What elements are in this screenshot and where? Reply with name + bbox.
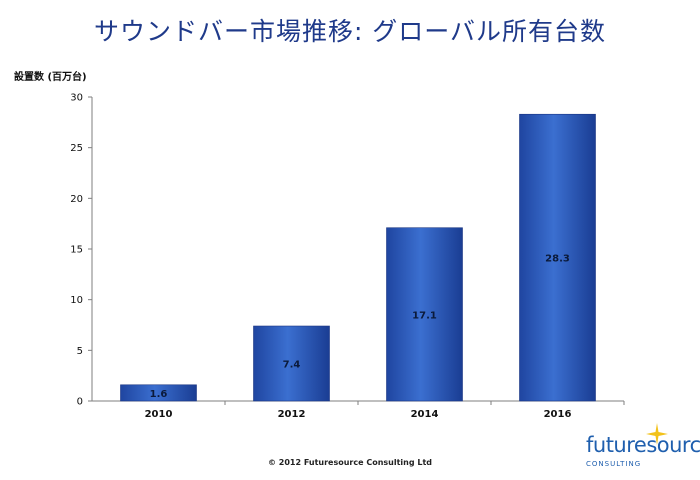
x-tick-label: 2012	[278, 409, 306, 420]
bar-2010	[120, 384, 197, 402]
y-tick-label: 20	[70, 194, 83, 205]
bar-2014	[386, 227, 463, 402]
bar-value-label: 1.6	[150, 389, 168, 400]
bar-value-label: 7.4	[283, 360, 301, 371]
x-tick-label: 2010	[145, 409, 173, 420]
bar-value-label: 17.1	[412, 310, 437, 321]
y-tick-label: 10	[70, 295, 83, 306]
y-tick-label: 5	[77, 346, 83, 357]
chart-title: サウンドバー市場推移: グローバル所有台数	[93, 17, 607, 46]
futuresource-logo: futuresource CONSULTING	[586, 423, 700, 473]
logo-wordmark: futuresource	[586, 433, 700, 457]
x-tick-label: 2014	[411, 409, 439, 420]
y-tick-label: 25	[70, 143, 83, 154]
bar-2016	[519, 113, 596, 402]
y-tick-label: 15	[70, 245, 83, 256]
y-tick-label: 30	[70, 93, 83, 104]
y-axis-label: 設置数 (百万台)	[14, 72, 87, 83]
bar-2012	[253, 325, 330, 402]
logo-subtitle: CONSULTING	[586, 460, 642, 468]
x-tick-label: 2016	[544, 409, 572, 420]
y-tick-label: 0	[77, 397, 83, 408]
copyright-footer: © 2012 Futuresource Consulting Ltd	[267, 458, 433, 467]
star-burst-icon	[646, 423, 668, 445]
bar-value-label: 28.3	[545, 254, 570, 265]
